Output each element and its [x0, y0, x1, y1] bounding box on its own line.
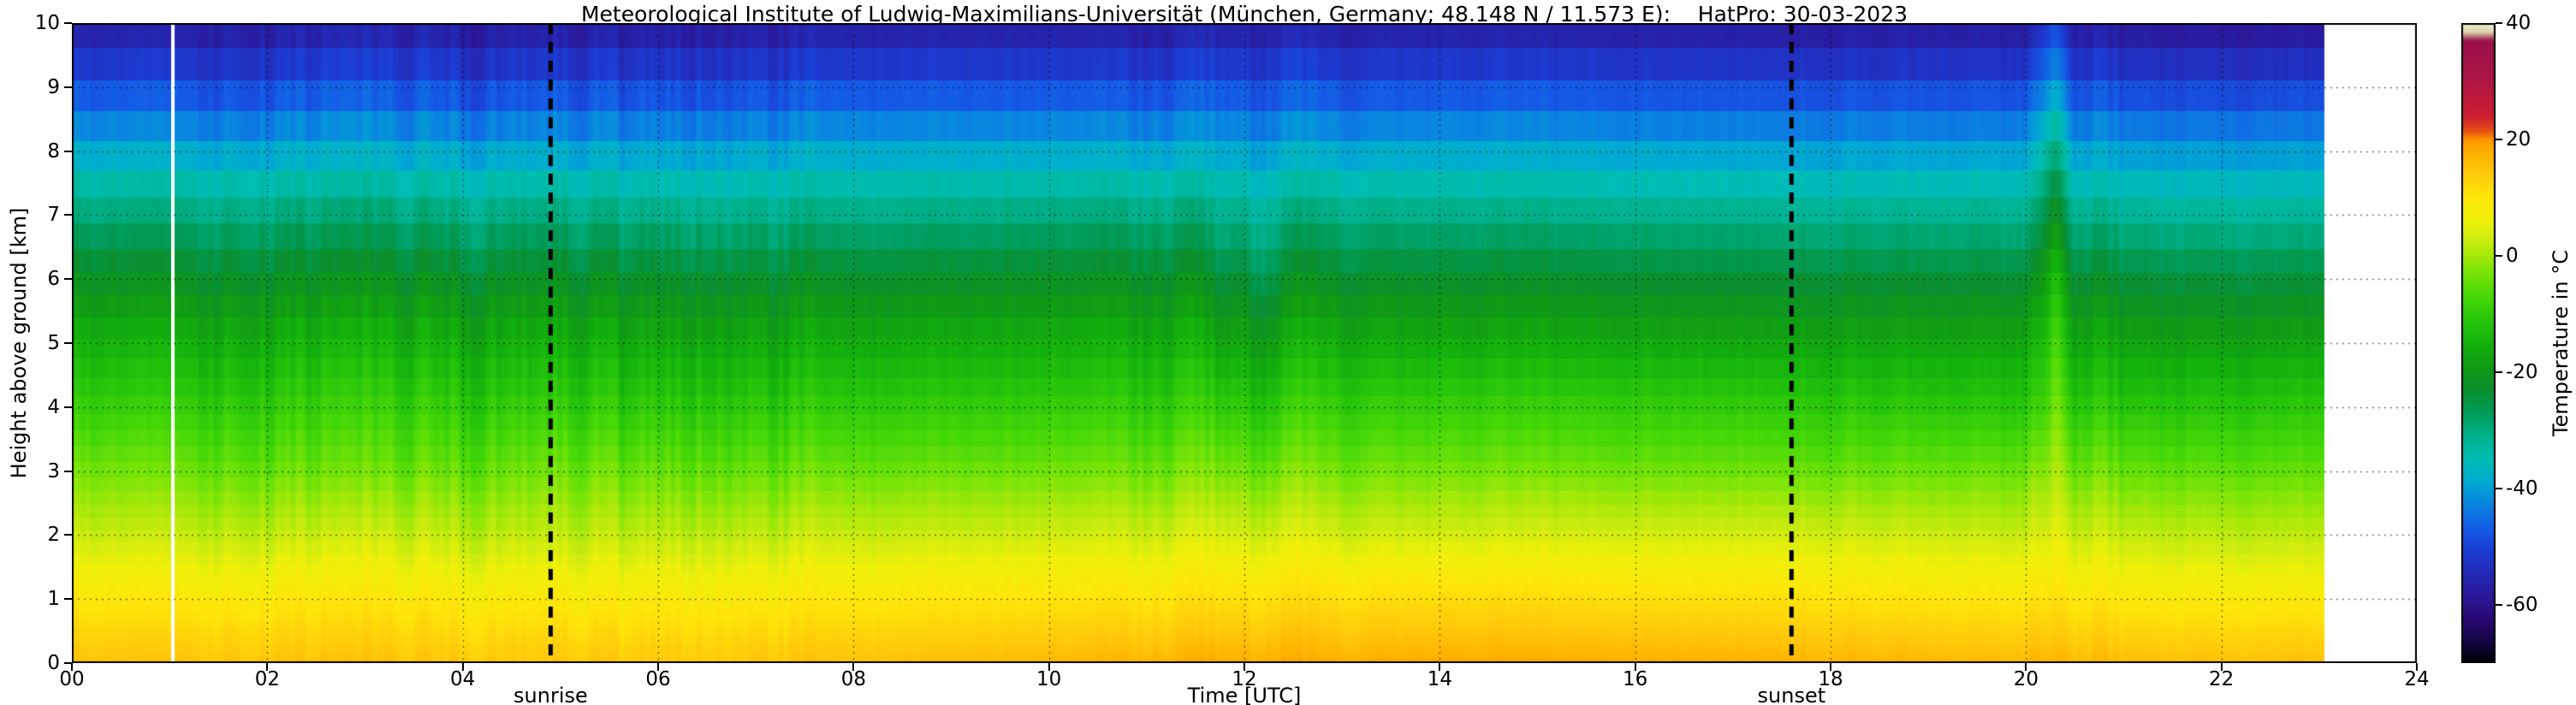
- x-tick-label: 18: [1818, 668, 1843, 690]
- y-tick-label: 1: [47, 588, 60, 611]
- colorbar-tick-label: 40: [2506, 12, 2531, 34]
- x-tick-mark: [1439, 663, 1441, 671]
- x-tick-mark: [1830, 663, 1831, 671]
- colorbar-tick-mark: [2496, 255, 2502, 257]
- heatmap-canvas: [72, 23, 2417, 663]
- x-tick-label: 02: [254, 668, 280, 690]
- chart-title: Meteorological Institute of Ludwig-Maxim…: [580, 2, 1908, 27]
- colorbar-tick-label: 0: [2506, 245, 2519, 267]
- y-tick-mark: [64, 278, 72, 281]
- x-tick-mark: [852, 663, 855, 671]
- x-tick-mark: [1048, 663, 1050, 671]
- colorbar-tick-label: -60: [2506, 594, 2538, 616]
- x-tick-label: 08: [840, 668, 866, 690]
- y-tick-mark: [64, 22, 72, 24]
- y-tick-label: 4: [47, 395, 60, 418]
- y-tick-label: 3: [47, 459, 60, 483]
- y-tick-label: 7: [47, 204, 60, 227]
- colorbar-tick-label: 20: [2506, 128, 2531, 151]
- y-tick-label: 8: [47, 139, 60, 163]
- colorbar-tick-mark: [2496, 488, 2502, 489]
- x-tick-mark: [71, 663, 73, 671]
- x-tick-label: 04: [450, 668, 476, 690]
- y-tick-label: 9: [47, 75, 60, 98]
- y-tick-mark: [64, 214, 72, 216]
- y-tick-mark: [64, 598, 72, 601]
- x-tick-label: 20: [2013, 668, 2039, 690]
- y-tick-mark: [64, 342, 72, 344]
- colorbar-canvas: [2461, 23, 2496, 663]
- y-tick-label: 2: [47, 524, 60, 547]
- x-tick-mark: [2025, 663, 2027, 671]
- sunrise-label: sunrise: [513, 684, 588, 705]
- x-tick-mark: [461, 663, 464, 671]
- colorbar-tick-mark: [2496, 22, 2502, 24]
- y-tick-mark: [64, 534, 72, 536]
- colorbar-label: Temperature in °C: [2549, 250, 2573, 436]
- x-tick-label: 12: [1232, 668, 1257, 690]
- colorbar-tick-label: -40: [2506, 477, 2538, 500]
- y-tick-mark: [64, 662, 72, 664]
- x-tick-mark: [266, 663, 269, 671]
- x-tick-label: 00: [59, 668, 85, 690]
- x-tick-label: 14: [1427, 668, 1452, 690]
- y-tick-mark: [64, 150, 72, 152]
- y-tick-label: 10: [34, 12, 60, 34]
- x-tick-mark: [2416, 663, 2418, 671]
- sunset-label: sunset: [1757, 684, 1826, 705]
- y-tick-mark: [64, 406, 72, 408]
- x-tick-label: 06: [645, 668, 671, 690]
- x-tick-mark: [1243, 663, 1245, 671]
- y-tick-mark: [64, 86, 72, 88]
- x-tick-label: 16: [1623, 668, 1648, 690]
- x-tick-mark: [657, 663, 659, 671]
- colorbar-tick-label: -20: [2506, 361, 2538, 383]
- colorbar-tick-mark: [2496, 371, 2502, 373]
- colorbar-tick-mark: [2496, 139, 2502, 140]
- colorbar-tick-mark: [2496, 604, 2502, 606]
- y-tick-mark: [64, 470, 72, 472]
- x-tick-label: 24: [2404, 668, 2430, 690]
- y-tick-label: 5: [47, 332, 60, 354]
- x-tick-label: 10: [1036, 668, 1062, 690]
- x-tick-mark: [2220, 663, 2223, 671]
- x-tick-label: 22: [2209, 668, 2235, 690]
- y-tick-label: 0: [47, 652, 60, 674]
- x-axis-label: Time [UTC]: [1187, 684, 1302, 705]
- x-tick-mark: [1634, 663, 1636, 671]
- y-tick-label: 6: [47, 268, 60, 291]
